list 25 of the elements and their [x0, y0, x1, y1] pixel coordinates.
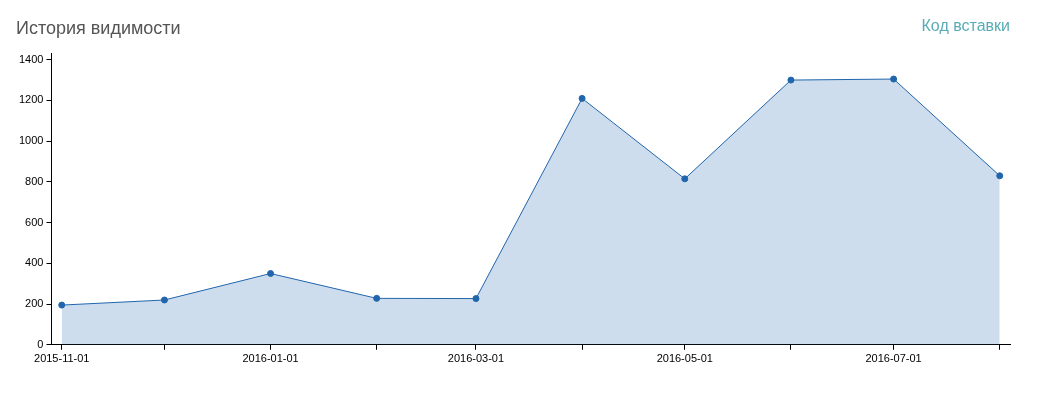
point: [58, 301, 66, 309]
y-tick-label: 1200: [18, 93, 44, 106]
y-tick-label: 1000: [18, 134, 44, 147]
chart-title: История видимости: [16, 17, 181, 38]
text: Код вставки: [921, 17, 1010, 35]
point: [787, 76, 795, 84]
point: [472, 295, 480, 303]
x-tick-label: 2016-05-01: [656, 352, 713, 365]
y-tick-label: 600: [25, 215, 44, 228]
x-tick-label: 2016-03-01: [447, 352, 505, 365]
y-tick-label: 0: [37, 337, 44, 350]
x-tick-label: 2015-11-01: [34, 352, 90, 365]
y-tick-label: 1400: [18, 52, 44, 65]
point: [373, 294, 381, 302]
point: [890, 75, 898, 83]
x-tick-label: 2016-07-01: [865, 352, 922, 365]
y-tick-label: 200: [25, 297, 44, 310]
point: [267, 270, 275, 278]
point: [681, 175, 689, 183]
y-tick-label: 400: [25, 256, 44, 269]
x-tick-label: 2016-01-01: [242, 352, 299, 365]
point: [160, 296, 168, 304]
y-tick-label: 800: [25, 174, 44, 187]
point: [578, 94, 586, 102]
point: [996, 172, 1004, 180]
